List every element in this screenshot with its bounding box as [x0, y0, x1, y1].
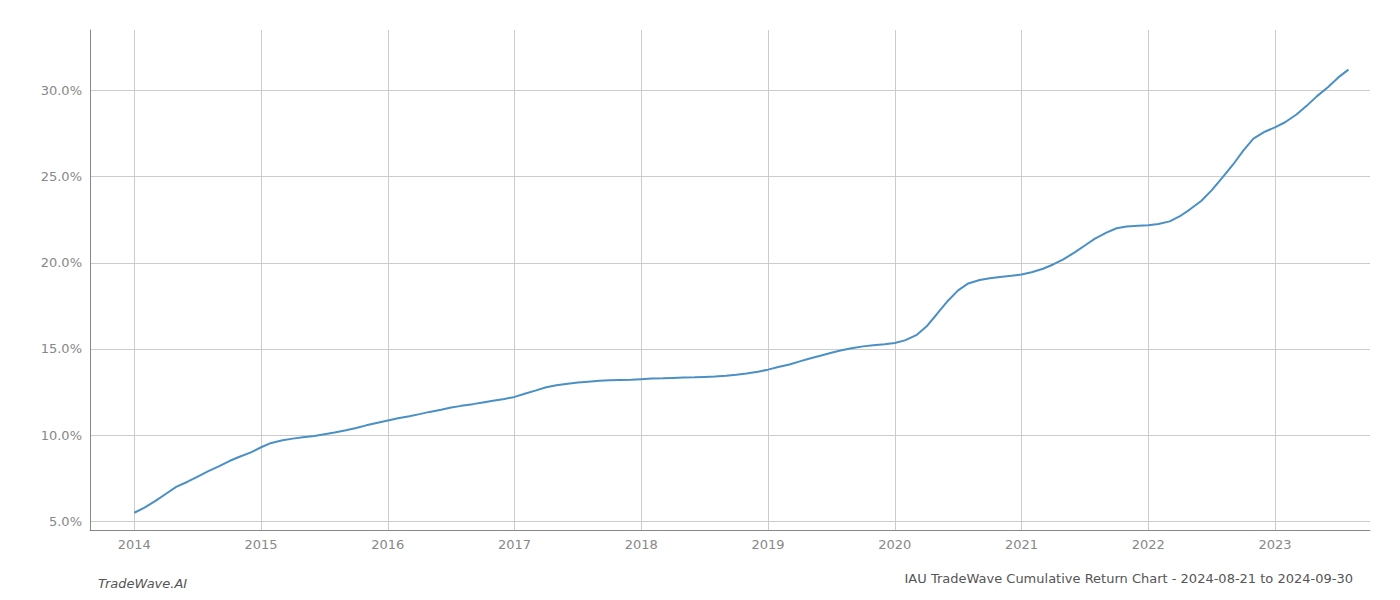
svg-text:2019: 2019: [751, 537, 784, 552]
svg-text:2014: 2014: [118, 537, 151, 552]
svg-text:2017: 2017: [498, 537, 531, 552]
svg-text:2018: 2018: [625, 537, 658, 552]
svg-text:30.0%: 30.0%: [41, 83, 82, 98]
svg-text:2015: 2015: [245, 537, 278, 552]
svg-text:2021: 2021: [1005, 537, 1038, 552]
svg-text:20.0%: 20.0%: [41, 255, 82, 270]
svg-text:2016: 2016: [371, 537, 404, 552]
svg-text:2020: 2020: [878, 537, 911, 552]
svg-text:10.0%: 10.0%: [41, 428, 82, 443]
svg-text:15.0%: 15.0%: [41, 341, 82, 356]
svg-text:2022: 2022: [1132, 537, 1165, 552]
svg-text:5.0%: 5.0%: [49, 514, 82, 529]
svg-text:2023: 2023: [1258, 537, 1291, 552]
svg-text:25.0%: 25.0%: [41, 169, 82, 184]
svg-text:IAU TradeWave Cumulative Retur: IAU TradeWave Cumulative Return Chart - …: [905, 571, 1353, 586]
svg-text:TradeWave.AI: TradeWave.AI: [98, 576, 187, 591]
